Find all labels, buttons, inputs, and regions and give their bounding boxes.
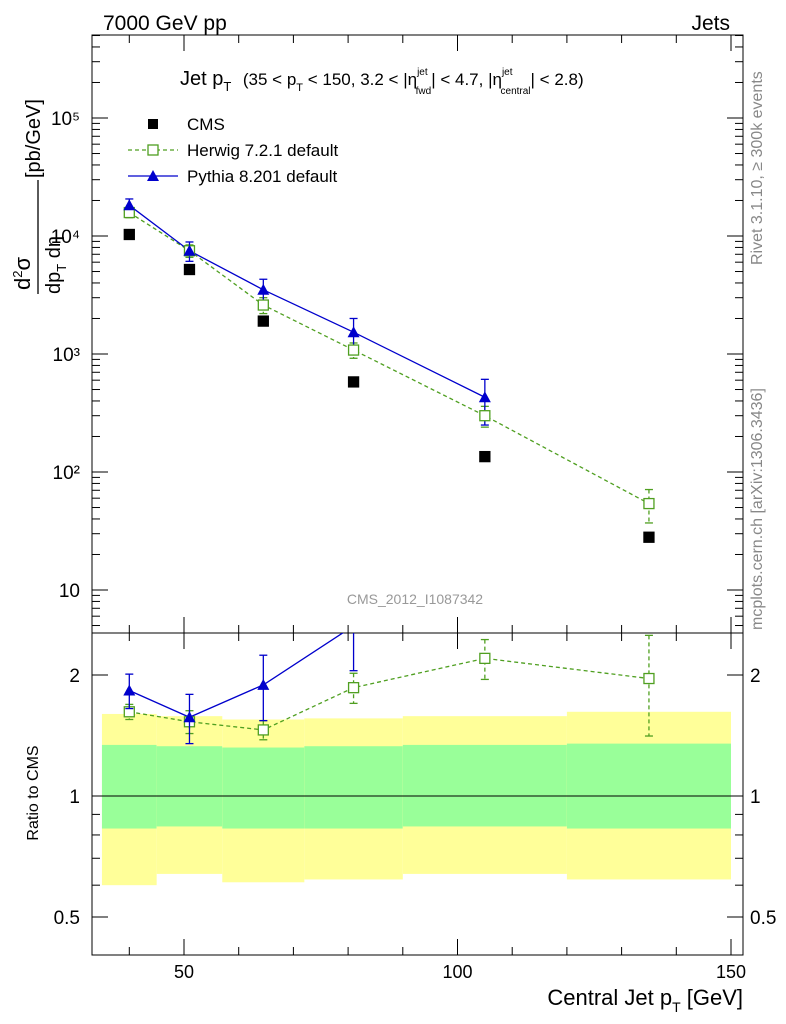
ratio-layer [123,620,655,745]
ratio-band-inner [222,747,305,829]
y-tick-label-ratio-right: 2 [750,666,761,687]
pythia-point [123,199,136,211]
header-left: 7000 GeV pp [103,12,227,35]
ratio-pythia-point [348,620,360,631]
ratio-bands [92,711,743,886]
legend-pythia-label: Pythia 8.201 default [187,167,338,186]
y-tick-label-main: 10⁵ [51,109,80,130]
legend-herwig-marker [147,144,159,156]
svg-text:d2σ: d2σ [10,257,35,290]
legend-cms-label: CMS [187,115,225,134]
pythia-point [478,391,491,403]
ratio-pythia-point [257,678,270,690]
y-tick-label-ratio-right: 1 [750,787,761,808]
mcplots-text: mcplots.cern.ch [arXiv:1306.3436] [749,388,766,630]
ratio-band-inner [304,746,403,829]
analysis-watermark: CMS_2012_I1087342 [347,591,483,607]
ratio-herwig-point [479,652,491,665]
x-tick-label: 150 [716,962,746,982]
ratio-y-label: Ratio to CMS [25,745,42,840]
ratio-herwig-point [257,724,269,736]
ratio-band-inner [566,743,731,829]
legend: CMS Herwig 7.2.1 default Pythia 8.201 de… [128,115,338,186]
pythia-point [257,283,270,295]
ratio-panel-frame [91,632,744,956]
header-right: Jets [691,12,730,35]
herwig-point [257,299,269,311]
ratio-herwig-line [129,657,650,731]
rivet-version-text: Rivet 3.1.10, ≥ 300k events [749,71,766,265]
ratio-pythia-point [183,711,196,723]
x-tick-label: 100 [442,962,472,982]
cms-point [183,263,196,276]
axis-layer: 50 100 150 10 10² 10³ 10⁴ 10⁵ 0.5 0.5 1 1 2 2 [51,35,776,982]
x-tick-label: 50 [174,962,194,982]
cms-point [643,531,655,543]
y-tick-label-main: 10³ [53,345,80,366]
main-y-label: d2σ dpT dη [pb/GeV] [10,99,69,294]
ratio-band-inner [156,746,223,827]
y-tick-label-main: 10⁴ [51,227,80,248]
main-layer [123,198,655,543]
legend-cms-marker [148,119,158,129]
pythia-point [347,326,360,338]
herwig-point [643,497,655,510]
ratio-band-inner [402,744,567,827]
pythia-point [183,244,196,256]
pythia-line [128,204,486,398]
ratio-pythia-point [123,684,136,696]
herwig-point [347,344,360,356]
ratio-pythia-line [129,633,344,718]
x-axis-label: Central Jet pT [GeV] [547,985,743,1015]
legend-herwig-label: Herwig 7.2.1 default [187,141,338,160]
cms-point [123,228,135,241]
ratio-herwig-point [347,682,360,694]
plot-title: Jet pT (35 < pT < 150, 3.2 < |ηjet fwd| <… [180,67,584,97]
y-tick-label-main: 10 [59,581,80,602]
legend-pythia-marker [147,170,159,181]
y-tick-label-ratio: 0.5 [54,908,80,929]
cms-point [257,315,269,327]
herwig-line [128,212,650,505]
ratio-band-inner [101,744,157,829]
svg-text:dpT dη: dpT dη [43,236,69,294]
herwig-point [479,410,491,422]
y-tick-label-main: 10² [53,463,80,484]
y-tick-label-ratio-right: 0.5 [750,908,776,929]
ratio-herwig-point [643,672,655,685]
cms-point [479,450,491,463]
y-tick-label-ratio: 2 [69,666,80,687]
cms-point [347,376,360,388]
svg-text:[pb/GeV]: [pb/GeV] [23,99,45,178]
y-tick-label-ratio: 1 [69,787,80,808]
